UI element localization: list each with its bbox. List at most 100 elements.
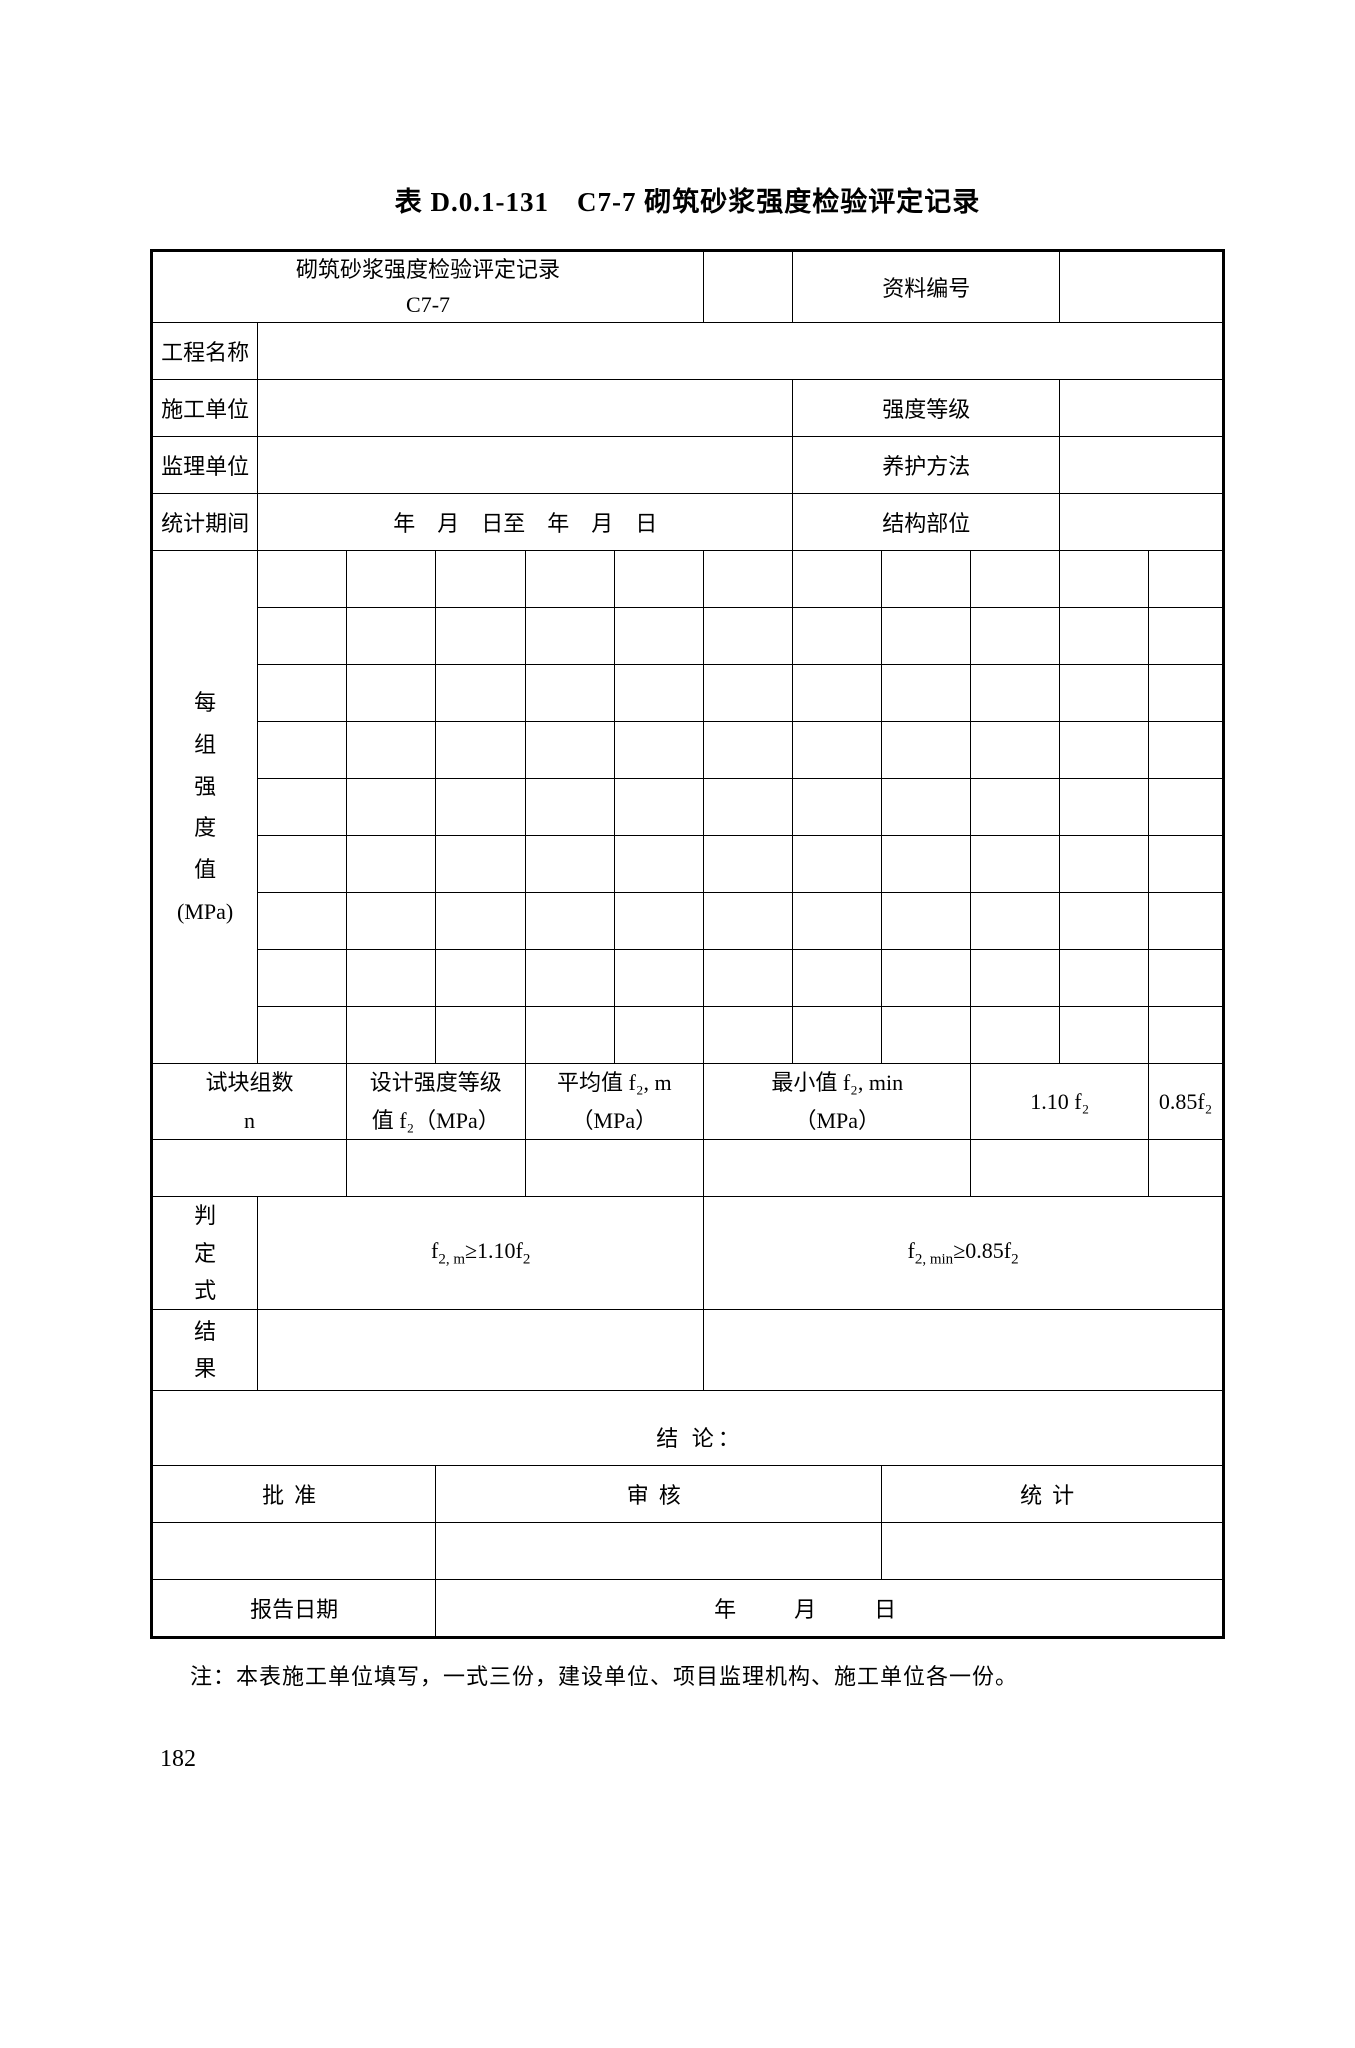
grid-cell	[882, 608, 971, 665]
result-l2: 果	[194, 1356, 216, 1381]
grid-cell	[258, 665, 347, 722]
grid-cell	[971, 722, 1060, 779]
stat-label: 统计	[882, 1466, 1224, 1523]
design-strength-header: 设计强度等级 值 f₂（MPa）	[346, 1064, 525, 1140]
grid-cell	[258, 1007, 347, 1064]
stat-value	[882, 1523, 1224, 1580]
grid-cell	[882, 950, 971, 1007]
grid-cell	[1149, 722, 1224, 779]
judge-l3: 式	[194, 1278, 216, 1303]
factor1-header: 1.10 f₂	[971, 1064, 1149, 1140]
grid-cell	[1060, 722, 1149, 779]
factor2-value	[1149, 1140, 1224, 1197]
grid-cell	[346, 722, 435, 779]
v5: 值	[194, 857, 216, 882]
grid-cell	[704, 551, 793, 608]
grid-cell	[614, 950, 703, 1007]
curing-method-value	[1060, 437, 1224, 494]
grid-cell	[1060, 950, 1149, 1007]
grid-cell	[882, 551, 971, 608]
grid-cell	[1149, 665, 1224, 722]
grid-cell	[1060, 608, 1149, 665]
grid-cell	[346, 551, 435, 608]
document-title: 表 D.0.1-131 C7-7 砌筑砂浆强度检验评定记录	[150, 180, 1225, 219]
grid-cell	[525, 1007, 614, 1064]
design-strength-value	[346, 1140, 525, 1197]
grid-cell	[704, 836, 793, 893]
grid-cell	[793, 779, 882, 836]
sample-groups-header: 试块组数 n	[152, 1064, 347, 1140]
grid-cell	[1149, 608, 1224, 665]
grid-cell	[882, 1007, 971, 1064]
mean-l2: （MPa）	[572, 1108, 658, 1133]
stat-period-label: 统计期间	[152, 494, 258, 551]
grid-cell	[614, 608, 703, 665]
grid-cell	[614, 1007, 703, 1064]
review-label: 审核	[436, 1466, 882, 1523]
grid-cell	[258, 608, 347, 665]
grid-cell	[614, 665, 703, 722]
judge-formula2: f2, min≥0.85f2	[704, 1197, 1224, 1310]
factor2-header: 0.85f₂	[1149, 1064, 1224, 1140]
result-value2	[704, 1310, 1224, 1391]
grid-cell	[258, 779, 347, 836]
grid-cell	[1060, 779, 1149, 836]
grid-cell	[436, 551, 525, 608]
grid-cell	[793, 1007, 882, 1064]
grid-cell	[971, 608, 1060, 665]
curing-method-label: 养护方法	[793, 437, 1060, 494]
min-header: 最小值 f₂, min （MPa）	[704, 1064, 971, 1140]
grid-cell	[346, 1007, 435, 1064]
design-strength-l2: 值 f₂（MPa）	[372, 1108, 500, 1133]
factor1-value	[971, 1140, 1149, 1197]
v1: 每	[194, 690, 216, 715]
grid-cell	[346, 779, 435, 836]
grid-cell	[882, 893, 971, 950]
min-l1: 最小值 f₂, min	[771, 1070, 903, 1095]
grid-cell	[971, 551, 1060, 608]
document-page: 表 D.0.1-131 C7-7 砌筑砂浆强度检验评定记录 砌筑砂浆强度检验评定…	[0, 0, 1355, 1773]
grid-cell	[971, 893, 1060, 950]
grid-cell	[1060, 665, 1149, 722]
grid-cell	[436, 836, 525, 893]
judge-l1: 判	[194, 1203, 216, 1228]
grid-cell	[1149, 779, 1224, 836]
grid-cell	[525, 665, 614, 722]
grid-cell	[1060, 551, 1149, 608]
grid-cell	[971, 665, 1060, 722]
grid-cell	[258, 551, 347, 608]
grid-cell	[346, 950, 435, 1007]
result-value1	[258, 1310, 704, 1391]
design-strength-l1: 设计强度等级	[370, 1070, 502, 1095]
grid-cell	[258, 836, 347, 893]
v4: 度	[194, 815, 216, 840]
grid-cell	[971, 836, 1060, 893]
judge-l2: 定	[194, 1241, 216, 1266]
grid-cell	[1149, 893, 1224, 950]
grid-cell	[614, 893, 703, 950]
group-strength-label: 每 组 强 度 值 (MPa)	[152, 551, 258, 1064]
strength-grade-value	[1060, 380, 1224, 437]
grid-cell	[971, 1007, 1060, 1064]
contractor-value	[258, 380, 793, 437]
grid-cell	[614, 551, 703, 608]
grid-cell	[882, 779, 971, 836]
grid-cell	[793, 893, 882, 950]
grid-cell	[258, 722, 347, 779]
grid-cell	[793, 722, 882, 779]
grid-cell	[436, 665, 525, 722]
grid-cell	[882, 836, 971, 893]
conclusion-cell: 结 论：	[152, 1391, 1224, 1466]
min-l2: （MPa）	[794, 1108, 880, 1133]
form-title-cell: 砌筑砂浆强度检验评定记录 C7-7	[152, 251, 704, 323]
grid-cell	[793, 608, 882, 665]
grid-cell	[1060, 893, 1149, 950]
grid-cell	[882, 665, 971, 722]
grid-cell	[525, 893, 614, 950]
form-table: 砌筑砂浆强度检验评定记录 C7-7 资料编号 工程名称 施工单位 强度等级 监理…	[150, 249, 1225, 1639]
grid-cell	[614, 836, 703, 893]
grid-cell	[525, 608, 614, 665]
grid-cell	[1149, 551, 1224, 608]
mean-l1: 平均值 f₂, m	[557, 1070, 672, 1095]
grid-cell	[1060, 836, 1149, 893]
